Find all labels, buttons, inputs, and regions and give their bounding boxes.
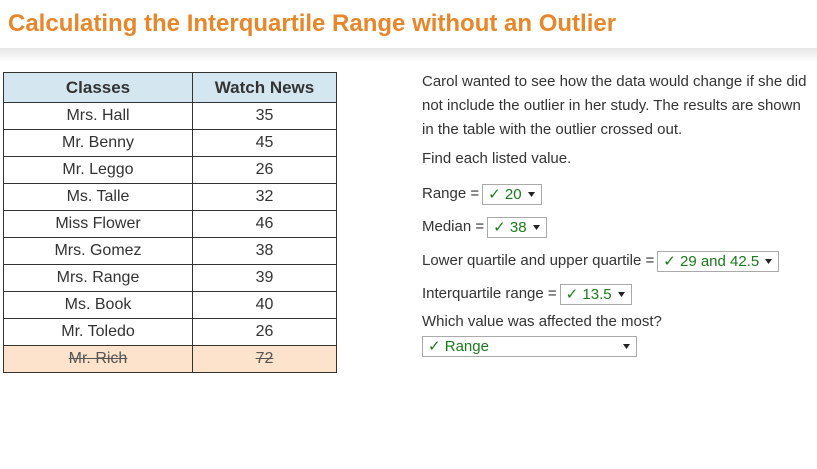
intro-text: Carol wanted to see how the data would c… (422, 73, 807, 138)
table-row: Mr. Toledo 26 (3, 318, 337, 346)
table-cell: Mr. Benny (3, 129, 193, 157)
answer-text: ✓ 13.5 (565, 285, 612, 303)
table-row: Ms. Talle 32 (3, 183, 337, 211)
table-cell: 32 (192, 183, 337, 211)
data-table: Classes Watch News Mrs. Hall 35 Mr. Benny 4… (3, 72, 337, 373)
answer-text: ✓ 29 and 42.5 (663, 252, 760, 270)
instruction: Find each listed value. (422, 150, 572, 167)
table-cell: 38 (192, 237, 337, 265)
table-cell: Mrs. Range (3, 264, 193, 292)
table-cell: Ms. Book (3, 291, 193, 319)
table-cell: 26 (192, 156, 337, 184)
table-row: Mrs. Hall 35 (3, 102, 337, 130)
table-cell: Mrs. Gomez (3, 237, 193, 265)
table-row: Mrs. Range 39 (3, 264, 337, 292)
dropdown-arrow (527, 191, 535, 197)
table-row: Mr. Benny 45 (3, 129, 337, 157)
table-cell: Mr. Rich (3, 345, 193, 373)
question-label: Lower quartile and upper quartile = (422, 252, 655, 269)
answer-text: ✓ 38 (493, 218, 527, 236)
dropdown-arrow (617, 291, 625, 297)
page-title: Calculating the Interquartile Range with… (8, 10, 617, 37)
question-label: Median = (422, 218, 485, 235)
answer-text: ✓ Range (428, 337, 489, 355)
table-cell: 39 (192, 264, 337, 292)
table-row: Mrs. Gomez 38 (3, 237, 337, 265)
column-header: Classes (3, 72, 193, 103)
table-cell: Ms. Talle (3, 183, 193, 211)
question-label: Range = (422, 185, 480, 202)
dropdown-arrow (532, 224, 540, 230)
column-header: Watch News (192, 72, 337, 103)
question-label: Which value was affected the most? (422, 313, 662, 330)
table-cell: Mr. Toledo (3, 318, 193, 346)
question: Range = ✓ 20 (422, 182, 542, 206)
table-cell: 46 (192, 210, 337, 238)
table-cell: Miss Flower (3, 210, 193, 238)
table-cell: Mrs. Hall (3, 102, 193, 130)
table-cell: 72 (192, 345, 337, 373)
dropdown-arrow (623, 343, 630, 349)
table-row: Mr. Rich 72 (3, 345, 337, 373)
table-row: Ms. Book 40 (3, 291, 337, 319)
question: Median = ✓ 38 (422, 215, 547, 239)
answer-dropdown[interactable]: ✓ Range (422, 335, 637, 357)
header-row: Classes Watch News (3, 72, 337, 103)
table-row: Miss Flower 46 (3, 210, 337, 238)
title-divider (0, 48, 817, 62)
table-cell: 40 (192, 291, 337, 319)
answer-dropdown[interactable]: ✓ 38 (487, 216, 547, 238)
dropdown-arrow (765, 258, 773, 264)
answer-dropdown[interactable]: ✓ 29 and 42.5 (657, 250, 780, 272)
answer-dropdown[interactable]: ✓ 20 (482, 183, 542, 205)
table-cell: 26 (192, 318, 337, 346)
question: Which value was affected the most? ✓ Rang… (422, 310, 662, 358)
question-label: Interquartile range = (422, 285, 557, 302)
table-row: Mr. Leggo 26 (3, 156, 337, 184)
table-cell: 35 (192, 102, 337, 130)
table-cell: 45 (192, 129, 337, 157)
question: Lower quartile and upper quartile = ✓ 29 … (422, 249, 780, 273)
answer-dropdown[interactable]: ✓ 13.5 (559, 283, 632, 305)
answer-text: ✓ 20 (488, 185, 522, 203)
question: Interquartile range = ✓ 13.5 (422, 282, 632, 306)
table-cell: Mr. Leggo (3, 156, 193, 184)
